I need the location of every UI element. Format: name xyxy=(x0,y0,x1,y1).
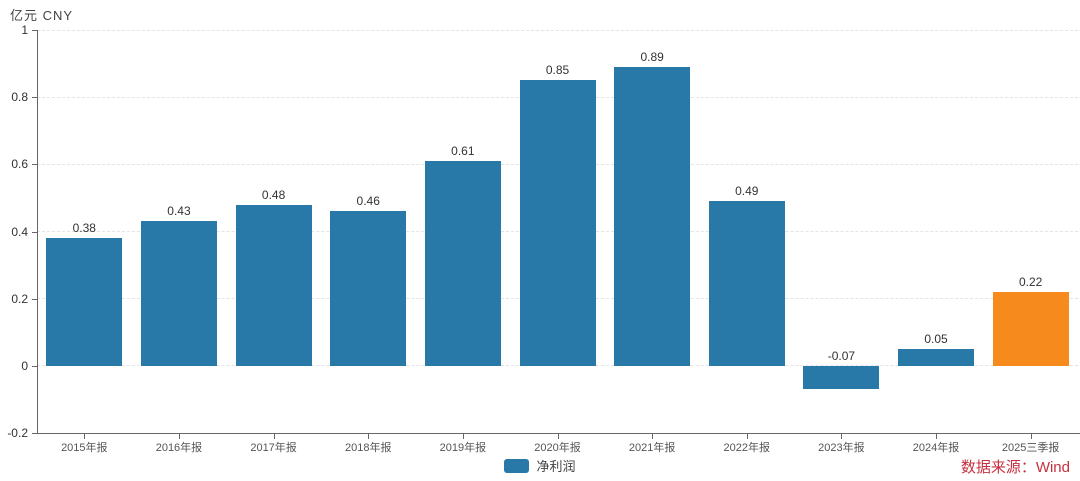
y-axis-tick-label: 0.6 xyxy=(11,157,28,172)
x-axis-tick-label: 2022年报 xyxy=(723,442,770,454)
y-axis-tick-label: 0.2 xyxy=(11,291,28,306)
bar-value-label: 0.46 xyxy=(356,194,380,209)
bar-value-label: 0.43 xyxy=(167,204,191,219)
bar-value-label: 0.89 xyxy=(640,49,664,64)
bar-2018年报[interactable] xyxy=(330,211,407,366)
bar-2021年报[interactable] xyxy=(614,66,691,366)
x-axis-tick xyxy=(178,434,180,439)
bar-2023年报[interactable] xyxy=(803,365,880,390)
bar-2019年报[interactable] xyxy=(424,160,501,366)
y-axis-tick xyxy=(32,30,37,31)
bar-2025三季报[interactable] xyxy=(992,291,1069,366)
bar-value-label: 0.22 xyxy=(1018,274,1043,289)
y-axis-tick-label: 0 xyxy=(21,358,28,373)
legend-item-label: 净利润 xyxy=(536,459,576,474)
x-axis-tick xyxy=(462,434,464,439)
y-axis-tick xyxy=(32,433,37,434)
y-axis-tick-label: 1 xyxy=(21,23,28,37)
legend: 净利润 xyxy=(0,456,1080,475)
y-axis-tick-label: -0.2 xyxy=(7,426,28,440)
bar-2017年报[interactable] xyxy=(235,204,312,366)
x-axis-line xyxy=(37,433,1080,434)
legend-item-net-profit[interactable]: 净利润 xyxy=(504,456,576,475)
x-axis-tick xyxy=(746,434,748,439)
bar-2015年报[interactable] xyxy=(46,238,123,366)
y-axis-tick xyxy=(32,97,37,99)
bar-value-label: 0.05 xyxy=(924,332,948,347)
gridline xyxy=(37,365,1078,367)
bar-value-label: 0.49 xyxy=(735,184,759,199)
y-axis-tick-label: 0.4 xyxy=(11,224,28,239)
data-source-label: 数据来源：Wind xyxy=(960,459,1070,476)
y-axis-line xyxy=(37,30,38,433)
x-axis-tick-label: 2015年报 xyxy=(61,442,108,454)
x-axis-tick-label: 2019年报 xyxy=(439,442,487,454)
x-axis-tick xyxy=(936,434,938,439)
x-axis-tick-label: 2023年报 xyxy=(818,442,865,454)
x-axis-tick xyxy=(557,434,559,439)
x-axis-tick-label: 2017年报 xyxy=(250,442,297,454)
y-axis-tick xyxy=(32,298,37,300)
y-axis-tick-label: 0.8 xyxy=(11,90,28,105)
y-axis-unit-label: 亿元 CNY xyxy=(10,8,74,23)
bar-2020年报[interactable] xyxy=(519,80,596,366)
gridline xyxy=(37,29,1078,31)
bar-value-label: 0.48 xyxy=(261,187,286,202)
x-axis-tick-label: 2025三季报 xyxy=(1001,442,1060,454)
bar-value-label: 0.61 xyxy=(451,143,475,158)
bar-value-label: 0.38 xyxy=(72,221,96,236)
x-axis-tick-label: 2016年报 xyxy=(155,442,203,454)
x-axis-tick xyxy=(841,434,843,439)
x-axis-tick xyxy=(84,434,86,439)
y-axis-tick xyxy=(32,164,37,166)
x-axis-tick-label: 2024年报 xyxy=(912,442,960,454)
bar-value-label: 0.85 xyxy=(545,63,570,78)
bar-value-label: -0.07 xyxy=(827,348,856,363)
x-axis-tick-label: 2021年报 xyxy=(628,442,676,454)
x-axis-tick xyxy=(652,434,654,439)
x-axis-tick-label: 2018年报 xyxy=(344,442,392,454)
x-axis-tick-label: 2020年报 xyxy=(534,442,581,454)
bar-2022年报[interactable] xyxy=(708,201,785,366)
x-axis-tick xyxy=(1030,434,1032,439)
y-axis-tick xyxy=(32,231,37,233)
y-axis-tick xyxy=(32,365,37,367)
x-axis-tick xyxy=(273,434,275,439)
x-axis-tick xyxy=(368,434,370,439)
legend-swatch-icon xyxy=(504,458,530,473)
bar-2024年报[interactable] xyxy=(898,349,975,366)
bar-2016年报[interactable] xyxy=(140,221,217,366)
